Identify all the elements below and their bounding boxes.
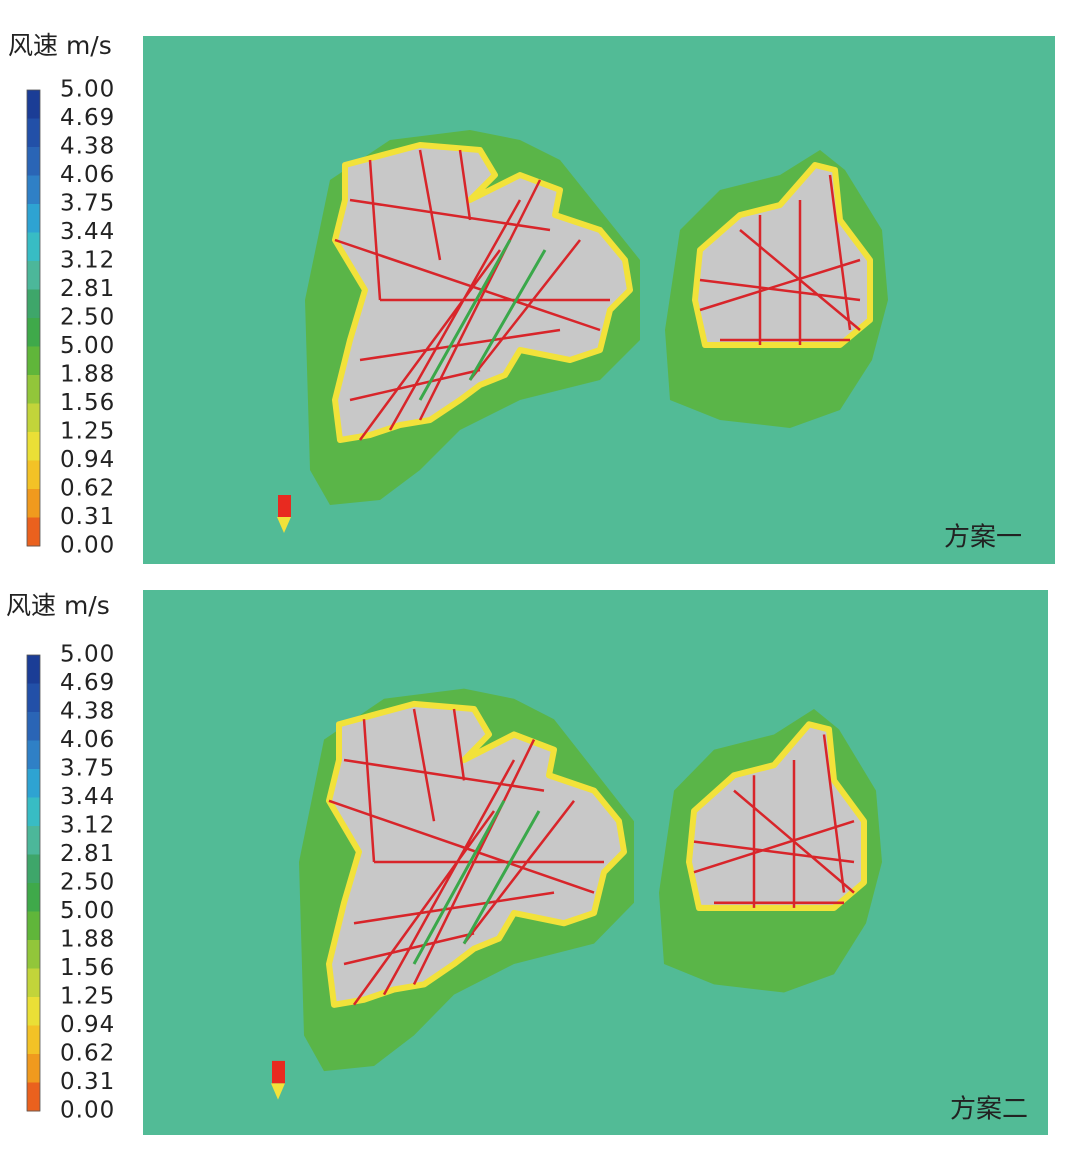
colorbar-swatch [27, 911, 40, 941]
legend-label: 4.69 [60, 670, 115, 696]
legend-label: 0.00 [60, 1098, 115, 1124]
colorbar-swatch [27, 375, 40, 404]
colorbar-swatch [27, 940, 40, 969]
legend-label: 3.12 [60, 248, 115, 274]
colorbar-swatch [27, 883, 40, 912]
colorbar-swatch [27, 232, 40, 262]
legend-label: 4.69 [60, 105, 115, 131]
legend-label: 1.56 [60, 955, 115, 981]
legend-title: 风速 m/s [6, 591, 110, 620]
colorbar-swatch [27, 175, 40, 205]
legend-label: 3.75 [60, 756, 115, 782]
legend-label: 5.00 [60, 642, 115, 668]
legend-label: 5.00 [60, 333, 115, 359]
colorbar-swatch [27, 489, 40, 518]
legend-label: 1.88 [60, 362, 115, 388]
colorbar-swatch [27, 118, 40, 148]
scheme-label: 方案二 [950, 1095, 1028, 1125]
colorbar-swatch [27, 403, 40, 433]
legend-label: 2.81 [60, 276, 115, 302]
legend-title: 风速 m/s [8, 31, 112, 60]
colorbar-swatch [27, 432, 40, 461]
legend-label: 0.94 [60, 1012, 115, 1038]
colorbar-frame [26, 654, 41, 1112]
legend-label: 3.12 [60, 813, 115, 839]
legend-label: 4.38 [60, 134, 115, 160]
colorbar-frame [26, 89, 41, 547]
colorbar: 5.004.694.384.063.753.443.122.812.505.00… [26, 77, 115, 559]
colorbar: 5.004.694.384.063.753.443.122.812.505.00… [26, 642, 115, 1124]
colorbar-swatch [27, 460, 40, 490]
colorbar-swatch [27, 1054, 40, 1083]
colorbar-swatch [27, 147, 40, 176]
colorbar-swatch [27, 854, 40, 884]
panel-1: 风速 m/s 方案一 5.004.694.384.063.753.443.122… [8, 31, 1055, 564]
colorbar-swatch [27, 769, 40, 798]
legend-label: 2.50 [60, 870, 115, 896]
scheme-label: 方案一 [944, 523, 1022, 553]
legend-label: 0.00 [60, 533, 115, 559]
colorbar-swatch [27, 289, 40, 319]
legend-label: 2.50 [60, 305, 115, 331]
colorbar-swatch [27, 712, 40, 741]
legend-label: 0.62 [60, 1041, 115, 1067]
colorbar-swatch [27, 683, 40, 713]
legend-label: 1.25 [60, 419, 115, 445]
colorbar-swatch [27, 1082, 40, 1112]
colorbar-swatch [27, 1025, 40, 1055]
legend-label: 4.38 [60, 699, 115, 725]
colorbar-swatch [27, 346, 40, 376]
legend-label: 1.56 [60, 390, 115, 416]
colorbar-swatch [27, 655, 40, 684]
colorbar-swatch [27, 740, 40, 770]
panel-2: 风速 m/s 方案二 5.004.694.384.063.753.443.122… [6, 590, 1048, 1135]
colorbar-swatch [27, 517, 40, 547]
legend-label: 5.00 [60, 898, 115, 924]
legend-label: 4.06 [60, 162, 115, 188]
legend-label: 5.00 [60, 77, 115, 103]
colorbar-swatch [27, 797, 40, 827]
legend-label: 4.06 [60, 727, 115, 753]
colorbar-swatch [27, 90, 40, 119]
colorbar-swatch [27, 997, 40, 1026]
legend-label: 0.94 [60, 447, 115, 473]
legend-label: 3.44 [60, 219, 115, 245]
colorbar-swatch [27, 968, 40, 998]
legend-label: 0.62 [60, 476, 115, 502]
legend-label: 0.31 [60, 1069, 115, 1095]
legend-label: 1.25 [60, 984, 115, 1010]
legend-label: 0.31 [60, 504, 115, 530]
colorbar-swatch [27, 261, 40, 290]
colorbar-swatch [27, 318, 40, 347]
legend-label: 2.81 [60, 841, 115, 867]
legend-label: 1.88 [60, 927, 115, 953]
colorbar-swatch [27, 204, 40, 233]
colorbar-swatch [27, 826, 40, 855]
legend-label: 3.44 [60, 784, 115, 810]
legend-label: 3.75 [60, 191, 115, 217]
